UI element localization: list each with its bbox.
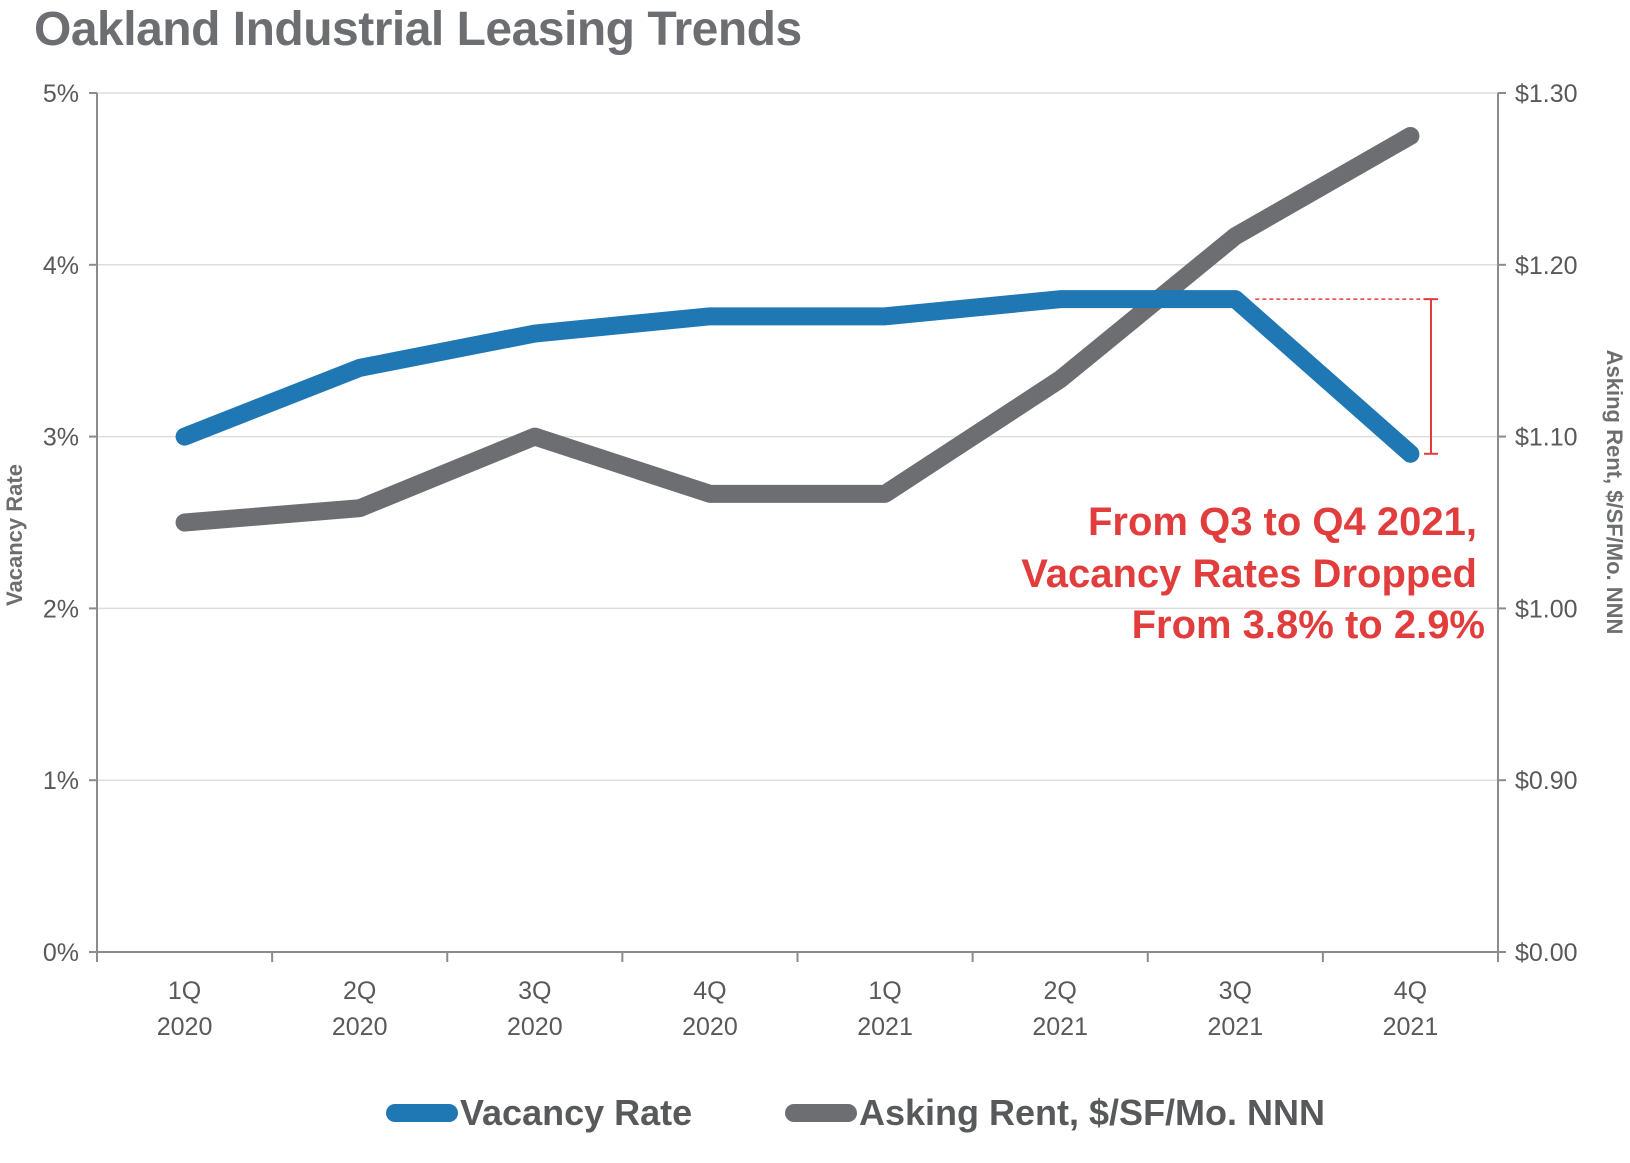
- legend-label-vacancy-rate: Vacancy Rate: [460, 1092, 693, 1133]
- annotation-line-2: Vacancy Rates Dropped: [1021, 552, 1477, 596]
- left-tick-label: 5%: [43, 80, 79, 108]
- data-point-asking-rent: [1233, 234, 1238, 239]
- right-tick-label: $0.00: [1515, 939, 1578, 967]
- right-axis-ticks: $0.00 $0.90 $1.00 $1.10 $1.20 $1.30: [1515, 80, 1578, 967]
- right-axis-title: Asking Rent, $/SF/Mo. NNN: [1602, 350, 1627, 635]
- x-tick-year: 2020: [157, 1013, 213, 1041]
- x-tick-year: 2021: [1032, 1013, 1088, 1041]
- x-tick-year: 2020: [682, 1013, 738, 1041]
- x-tick-quarter: 3Q: [1219, 977, 1252, 1005]
- legend-label-asking-rent: Asking Rent, $/SF/Mo. NNN: [859, 1092, 1326, 1133]
- x-tick-quarter: 2Q: [343, 977, 376, 1005]
- data-point-vacancy-rate: [1058, 297, 1063, 302]
- right-tick-label: $1.20: [1515, 252, 1578, 280]
- data-point-vacancy-rate: [707, 314, 712, 319]
- data-point-vacancy-rate: [182, 434, 187, 439]
- data-point-asking-rent: [707, 491, 712, 496]
- annotation-line-3: From 3.8% to 2.9%: [1132, 603, 1485, 647]
- x-tick-year: 2020: [507, 1013, 563, 1041]
- series-line-vacancy-rate: [175, 290, 1420, 463]
- x-tick-quarter: 3Q: [518, 977, 551, 1005]
- data-point-vacancy-rate: [532, 331, 537, 336]
- data-point-vacancy-rate: [357, 365, 362, 370]
- chart-title: Oakland Industrial Leasing Trends: [34, 3, 802, 56]
- series-line-asking-rent: [175, 126, 1420, 532]
- series-lines: [175, 126, 1420, 532]
- left-tick-label: 1%: [43, 767, 79, 795]
- annotation-line-1: From Q3 to Q4 2021,: [1088, 500, 1477, 544]
- annotation: From Q3 to Q4 2021, Vacancy Rates Droppe…: [1021, 298, 1485, 647]
- data-point-asking-rent: [182, 520, 187, 525]
- legend-swatch-asking-rent: [785, 1104, 857, 1122]
- data-point-asking-rent: [1408, 133, 1413, 138]
- right-tick-label: $0.90: [1515, 767, 1578, 795]
- data-point-vacancy-rate: [883, 314, 888, 319]
- legend-item-asking-rent: Asking Rent, $/SF/Mo. NNN: [785, 1092, 1325, 1134]
- left-tick-label: 2%: [43, 595, 79, 623]
- left-axis-ticks: 0% 1% 2% 3% 4% 5%: [43, 80, 79, 967]
- data-point-asking-rent: [1058, 377, 1063, 382]
- x-axis-ticks: 1Q 2020 2Q 2020 3Q 2020 4Q 2020 1Q 2021 2Q 2021 3Q 20…: [157, 977, 1439, 1041]
- x-tick-year: 2020: [332, 1013, 388, 1041]
- right-tick-label: $1.00: [1515, 595, 1578, 623]
- x-tick-quarter: 1Q: [168, 977, 201, 1005]
- x-tick-year: 2021: [1383, 1013, 1439, 1041]
- x-tick-quarter: 1Q: [868, 977, 901, 1005]
- x-tick-quarter: 2Q: [1044, 977, 1077, 1005]
- right-tick-label: $1.30: [1515, 80, 1578, 108]
- legend-swatch-vacancy-rate: [386, 1104, 458, 1122]
- data-point-asking-rent: [883, 491, 888, 496]
- x-tick-year: 2021: [857, 1013, 913, 1041]
- data-point-vacancy-rate: [1408, 451, 1413, 456]
- legend-item-vacancy-rate: Vacancy Rate: [386, 1092, 692, 1134]
- left-tick-label: 3%: [43, 424, 79, 452]
- axes: [89, 92, 1506, 962]
- data-point-vacancy-rate: [1233, 297, 1238, 302]
- left-tick-label: 0%: [43, 939, 79, 967]
- left-axis-title: Vacancy Rate: [2, 464, 27, 606]
- x-tick-year: 2021: [1208, 1013, 1264, 1041]
- right-tick-label: $1.10: [1515, 424, 1578, 452]
- gridlines: [97, 92, 1498, 781]
- left-tick-label: 4%: [43, 252, 79, 280]
- x-tick-quarter: 4Q: [1394, 977, 1427, 1005]
- data-point-asking-rent: [357, 506, 362, 511]
- x-tick-quarter: 4Q: [693, 977, 726, 1005]
- data-point-asking-rent: [532, 434, 537, 439]
